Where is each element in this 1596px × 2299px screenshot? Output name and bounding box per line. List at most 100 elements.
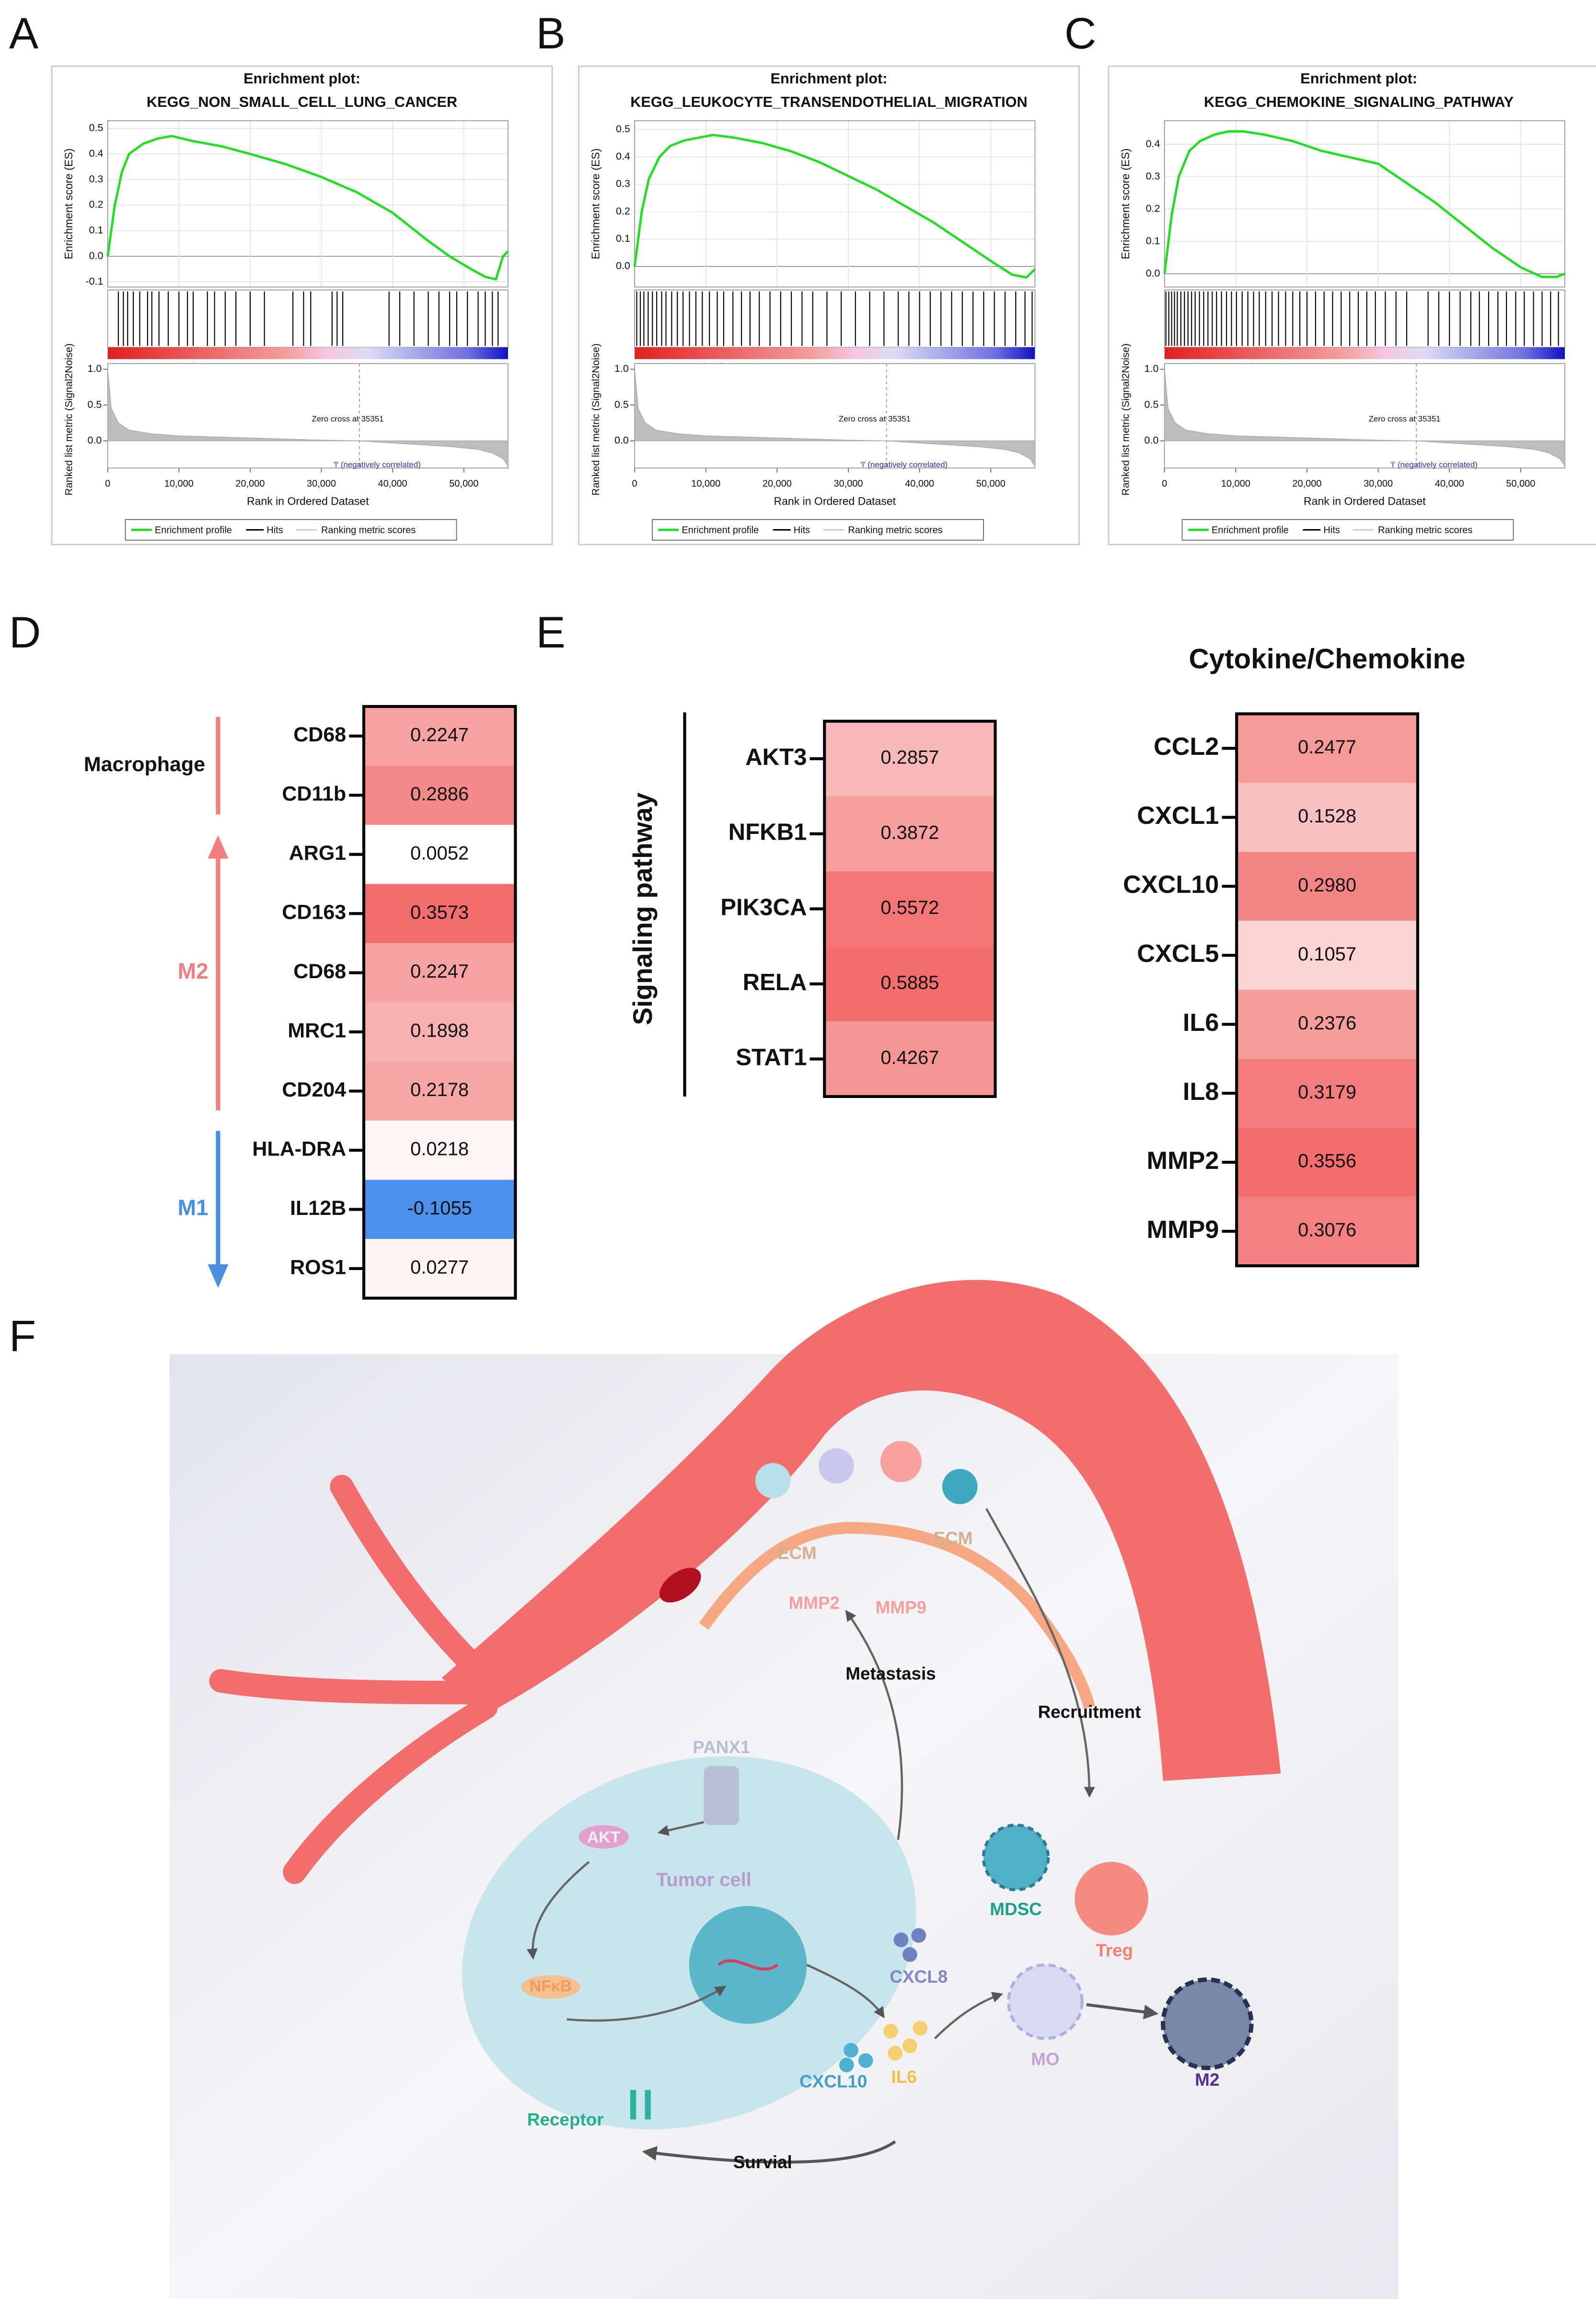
vessel-branch (330, 1475, 483, 1675)
row-label: MMP9 (1147, 1216, 1219, 1244)
heat-cell (824, 796, 995, 872)
es-curve (633, 134, 1036, 279)
cell-label: 0.2980 (1298, 875, 1356, 896)
y-tick-label: 0.5 (88, 399, 102, 410)
cell-label: 0.2178 (410, 1079, 469, 1100)
heat-cell (1237, 1197, 1418, 1266)
cell-label: -0.1055 (407, 1198, 472, 1219)
y-tick-label: 0.0 (89, 250, 104, 261)
legend-label: Ranking metric scores (1378, 525, 1472, 535)
legend-label: Ranking metric scores (848, 525, 942, 535)
row-label: CD204 (282, 1078, 346, 1101)
diagram-label: Tumor cell (656, 1869, 752, 1890)
nfkb (521, 1975, 580, 1999)
y-tick-label: 0.4 (616, 150, 630, 162)
heat-cell (364, 1239, 516, 1298)
cell-label: 0.5572 (880, 897, 939, 918)
group-arrow-head (208, 835, 229, 859)
row-label: CD163 (282, 901, 346, 924)
legend-label: Ranking metric scores (321, 525, 416, 535)
cell-label: 0.3179 (1298, 1082, 1356, 1103)
x-tick-label: 10,000 (691, 479, 720, 489)
group-label: M2 (178, 959, 208, 983)
legend-label: Enrichment profile (1212, 525, 1289, 535)
row-label: MMP2 (1147, 1147, 1219, 1175)
x-tick-label: 30,000 (307, 479, 336, 489)
chart-title: Enrichment plot: (771, 70, 888, 87)
legend-label: Hits (266, 525, 283, 535)
metric-area (1164, 369, 1565, 467)
x-tick-label: 40,000 (905, 479, 934, 489)
legend-frame (125, 519, 457, 541)
diagram-label: Survial (733, 2152, 792, 2172)
chart-title: Enrichment plot: (243, 70, 360, 87)
x-tick-label: 40,000 (378, 479, 407, 489)
group-label: M1 (178, 1195, 208, 1220)
diagram-label: ECM (934, 1528, 973, 1548)
row-label: RELA (743, 970, 807, 995)
y-tick-label: 1.0 (88, 363, 102, 374)
heat-cell (824, 1021, 995, 1097)
row-label: IL6 (1183, 1009, 1219, 1037)
hits-frame (107, 289, 509, 348)
y-axis-label: Enrichment score (ES) (62, 149, 75, 260)
cell-label: 0.5885 (880, 972, 939, 994)
chart-subtitle: KEGG_CHEMOKINE_SIGNALING_PATHWAY (1204, 93, 1514, 110)
blood-vessel (441, 1280, 1281, 1781)
arrow (934, 1992, 1004, 2040)
arrow (642, 2140, 896, 2164)
row-label: CCL2 (1154, 733, 1219, 761)
dna (717, 1959, 778, 1971)
panel-label: D (9, 608, 41, 657)
vessel-branch (209, 1669, 498, 1705)
diagram-label: Receptor (527, 2110, 604, 2129)
row-label: CXCL1 (1137, 802, 1219, 830)
row-label: CXCL10 (1123, 871, 1219, 899)
row-label: AKT3 (745, 744, 807, 770)
ecm (699, 1522, 1095, 1709)
row-label: IL8 (1183, 1078, 1219, 1106)
x-tick-label: 40,000 (1435, 479, 1464, 489)
heat-cell (824, 871, 995, 947)
cell-label: 0.3573 (410, 902, 469, 923)
diagram-label: CXCL10 (799, 2071, 867, 2091)
diagram-label: Metastasis (845, 1664, 936, 1684)
x-tick-label: 10,000 (164, 479, 194, 489)
y-tick-label: 0.3 (616, 178, 630, 189)
diagram-label: Recruitment (1038, 1702, 1141, 1721)
metric-area (107, 369, 509, 467)
legend-label: Enrichment profile (155, 525, 232, 535)
heat-cell (364, 943, 516, 1003)
diagram-label: PANX1 (693, 1737, 750, 1757)
legend-label: Enrichment profile (682, 525, 759, 535)
panx1-channel (704, 1766, 740, 1825)
heatmap-frame (362, 705, 517, 1300)
annotation: 'l' (negatively correlated) (860, 460, 948, 469)
y-tick-label: 0.1 (89, 224, 104, 236)
row-label: CD11b (282, 783, 346, 806)
x-tick-label: 50,000 (449, 479, 478, 489)
monocyte (1007, 1963, 1084, 2040)
cell-label: 0.3556 (1298, 1151, 1356, 1172)
y-tick-label: 0.1 (1146, 235, 1160, 246)
annotation: Zero cross at 35351 (839, 415, 911, 424)
diagram-label: ECM (777, 1543, 817, 1563)
tumor-cell (462, 1756, 916, 2130)
cell (755, 1463, 791, 1499)
metric-area (634, 369, 1036, 467)
arrow (806, 1964, 885, 2019)
y-axis-label: Ranked list metric (Signal2Noise) (63, 343, 74, 496)
row-label: STAT1 (736, 1045, 807, 1071)
metric-frame (1164, 363, 1565, 469)
x-tick-label: 0 (1162, 479, 1167, 489)
panel-label: A (9, 9, 39, 58)
heat-cell (364, 1061, 516, 1121)
panel-label: B (536, 9, 565, 58)
heat-cell (1237, 1128, 1418, 1197)
y-tick-label: 0.3 (89, 173, 104, 185)
es-curve (1163, 130, 1565, 278)
chart-subtitle: KEGG_NON_SMALL_CELL_LUNG_CANCER (147, 93, 457, 110)
heat-cell (364, 706, 516, 766)
diagram: ECM ECM MMP2 MMP9 Metastasis Recruitment… (169, 1280, 1399, 2299)
metric-frame (634, 363, 1036, 469)
